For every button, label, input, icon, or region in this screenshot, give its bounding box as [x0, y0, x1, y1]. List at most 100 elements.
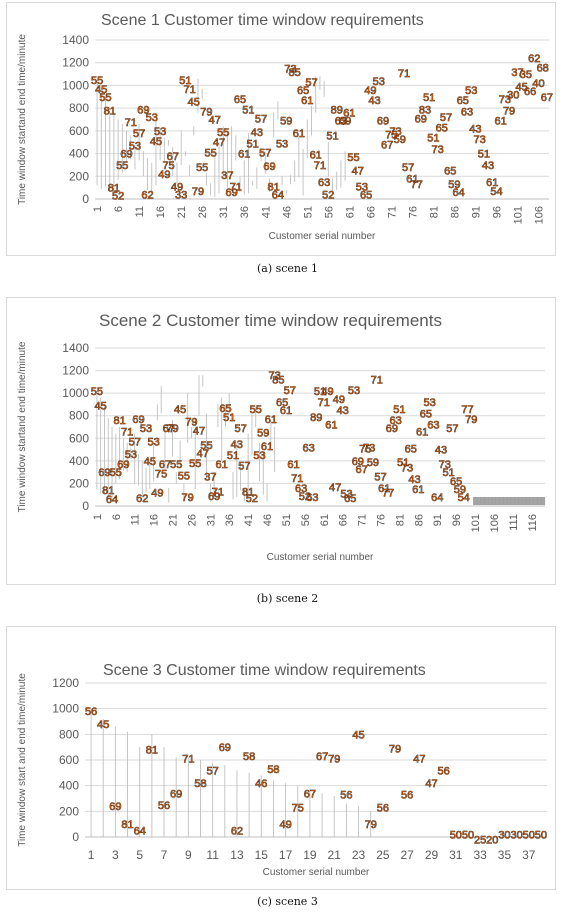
x-tick-label: 11: [130, 514, 142, 525]
y-tick-label: 800: [59, 727, 79, 741]
data-label: 49: [333, 394, 345, 406]
y-tick-label: 1000: [52, 702, 79, 716]
data-label: 47: [425, 778, 437, 790]
data-label: 59: [257, 428, 269, 440]
data-label: 56: [340, 790, 352, 802]
data-label: 51: [423, 92, 435, 104]
x-tick-label: 31: [218, 206, 230, 218]
data-label: 52: [322, 189, 334, 201]
x-tick-label: 91: [470, 206, 482, 218]
data-label: 69: [120, 149, 132, 161]
x-tick-label: 16: [155, 206, 167, 218]
data-label: 79: [182, 492, 194, 504]
x-tick-label: 11: [206, 848, 219, 862]
data-label: 71: [230, 182, 242, 194]
data-label: 61: [486, 177, 498, 189]
data-label: 57: [374, 472, 386, 484]
x-tick-label: 51: [281, 514, 293, 526]
data-label: 57: [259, 147, 271, 159]
y-tick-label: 600: [69, 124, 89, 138]
x-axis-label: Customer serial number: [269, 231, 376, 242]
data-label: 56: [401, 790, 413, 802]
data-label: 37: [511, 67, 523, 79]
y-tick-label: 800: [69, 409, 89, 423]
x-tick-label: 46: [262, 514, 274, 526]
y-tick-label: 1200: [52, 676, 79, 690]
data-label: 67: [541, 92, 553, 104]
x-tick-label: 25: [376, 848, 390, 862]
data-label: 69: [377, 116, 389, 128]
data-label: 61: [378, 483, 390, 495]
data-label: 79: [503, 105, 515, 117]
data-label: 67: [316, 751, 328, 763]
data-label: 73: [284, 63, 296, 75]
x-tick-label: 66: [365, 206, 377, 218]
data-label: 61: [406, 174, 418, 186]
x-tick-label: 37: [522, 848, 536, 862]
data-label: 63: [303, 442, 315, 454]
data-label: 53: [125, 449, 137, 461]
data-label: 75: [162, 160, 174, 172]
depot-window-marker: [488, 497, 493, 505]
data-label: 47: [209, 115, 221, 127]
data-label: 50: [462, 829, 474, 841]
data-label: 53: [465, 85, 477, 97]
data-label: 61: [261, 441, 273, 453]
data-label: 64: [134, 826, 146, 838]
x-axis-label: Customer serial number: [263, 867, 370, 878]
depot-window-marker: [522, 497, 527, 505]
data-label: 64: [272, 189, 284, 201]
data-label: 55: [91, 386, 103, 398]
data-label: 57: [446, 423, 458, 435]
data-label: 35: [520, 69, 532, 81]
x-tick-label: 23: [352, 848, 366, 862]
data-label: 54: [458, 492, 470, 504]
y-tick-label: 600: [59, 753, 79, 767]
data-label: 59: [448, 179, 460, 191]
data-label: 62: [141, 189, 153, 201]
x-tick-label: 3: [112, 848, 119, 862]
y-tick-label: 1000: [62, 386, 89, 400]
data-label: 89: [331, 104, 343, 116]
data-label: 77: [382, 487, 394, 499]
data-label: 61: [416, 427, 428, 439]
data-label: 85: [289, 67, 301, 79]
x-tick-label: 31: [205, 514, 217, 526]
data-label: 71: [121, 427, 133, 439]
data-label: 51: [442, 467, 454, 479]
x-tick-label: 71: [386, 206, 398, 218]
y-tick-label: 1000: [62, 78, 89, 92]
data-label: 45: [144, 456, 156, 468]
y-tick-label: 600: [69, 431, 89, 445]
data-label: 73: [363, 442, 375, 454]
depot-window-marker: [510, 497, 515, 505]
data-label: 47: [213, 137, 225, 149]
y-axis-label: Time window startand end time/minute: [17, 34, 28, 205]
data-label: 57: [255, 113, 267, 125]
data-label: 79: [328, 754, 340, 766]
data-label: 57: [305, 77, 317, 89]
data-label: 64: [106, 494, 118, 506]
data-label: 47: [352, 166, 364, 178]
data-label: 69: [137, 104, 149, 116]
data-label: 51: [427, 133, 439, 145]
depot-window-marker: [541, 497, 546, 505]
x-axis-label: Customer serial number: [267, 552, 374, 563]
chart-title: Scene 3 Customer time window requirement…: [103, 662, 426, 679]
data-label: 51: [227, 450, 239, 462]
y-axis-label: Time window start and end time/minute: [17, 673, 28, 847]
data-label: 75: [292, 802, 304, 814]
chart-scene-2: Scene 2 Customer time window requirement…: [17, 311, 546, 563]
data-label: 73: [431, 144, 443, 156]
data-label: 65: [297, 85, 309, 97]
data-label: 57: [440, 112, 452, 124]
data-label: 64: [431, 492, 443, 504]
data-label: 65: [234, 94, 246, 106]
data-label: 43: [482, 160, 494, 172]
data-label: 53: [154, 126, 166, 138]
data-label: 47: [193, 425, 205, 437]
data-label: 65: [420, 408, 432, 420]
data-label: 69: [386, 423, 398, 435]
data-label: 77: [461, 404, 473, 416]
data-label: 71: [125, 117, 137, 129]
